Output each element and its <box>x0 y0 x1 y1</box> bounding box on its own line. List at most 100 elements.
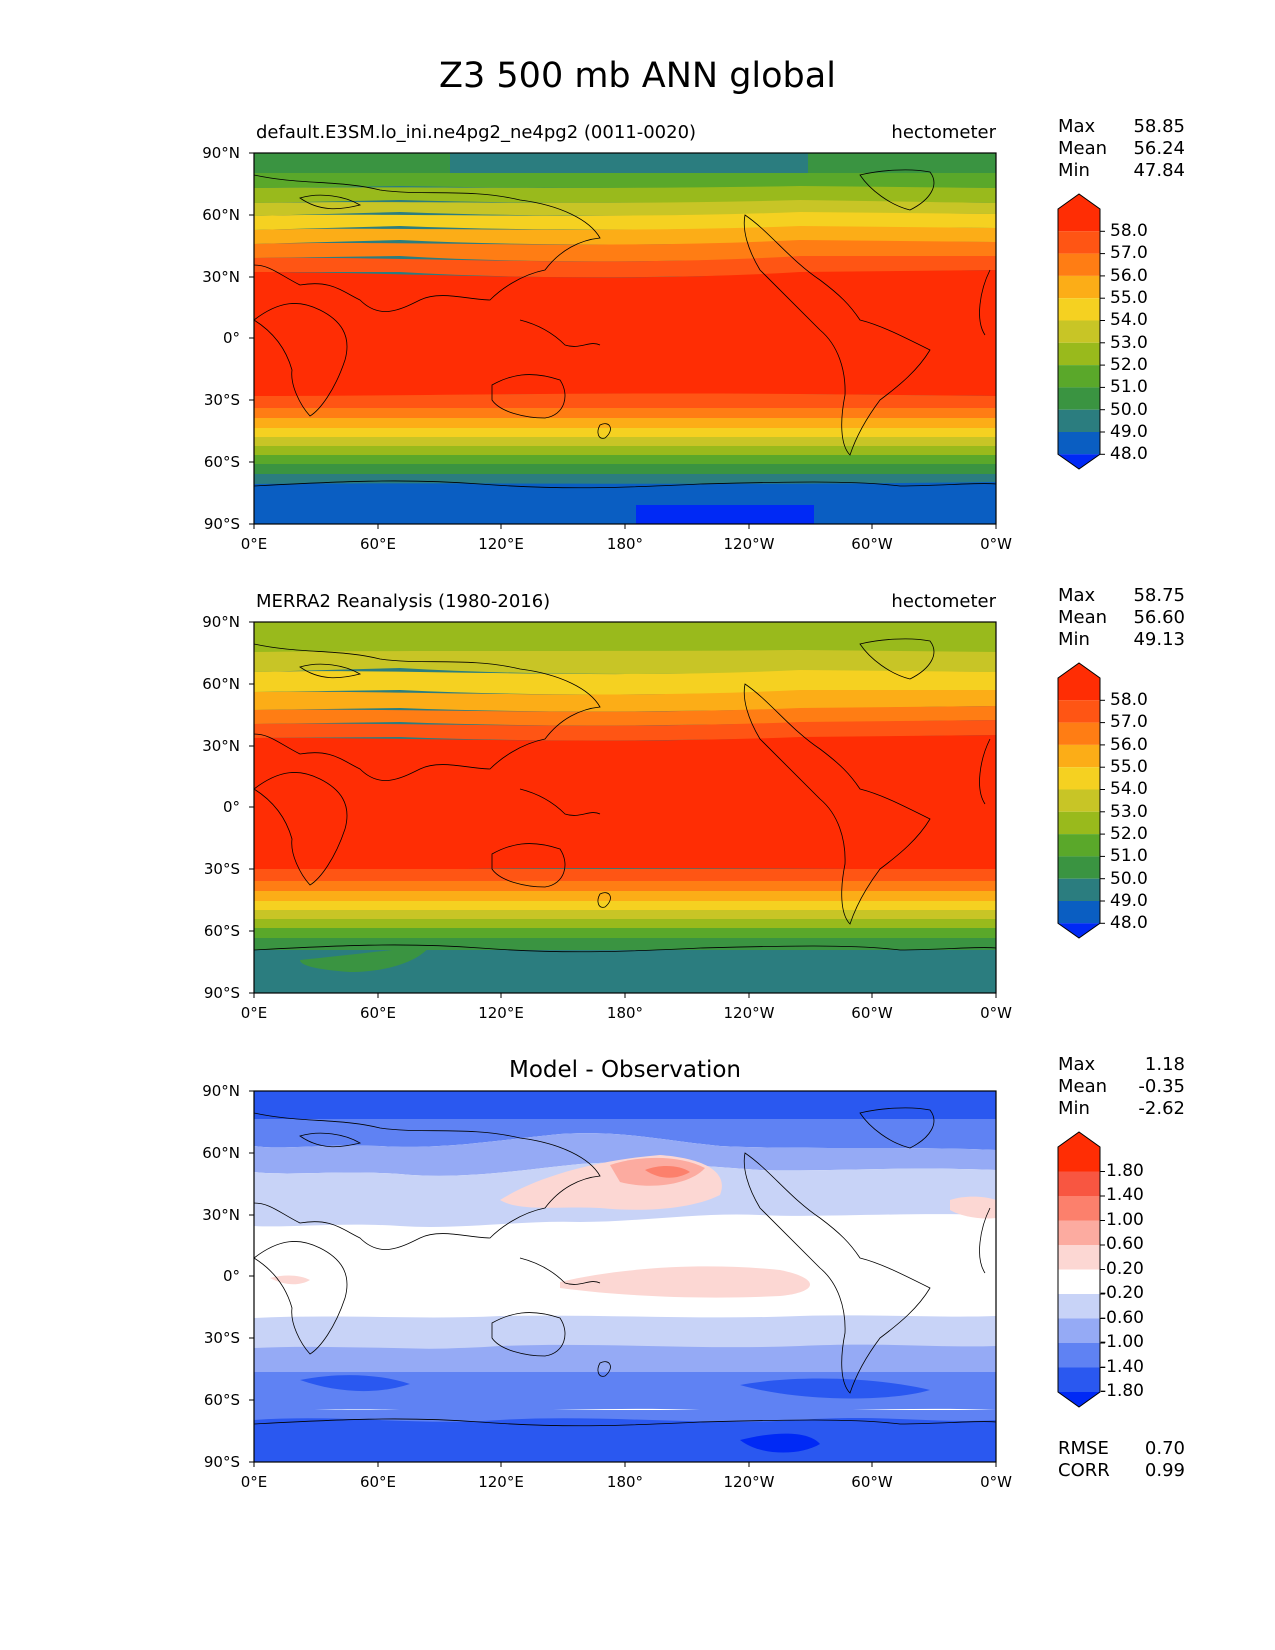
reference-stat-value: 49.13 <box>1133 629 1185 650</box>
difference-colorbar-label: 1.00 <box>1106 1210 1144 1230</box>
difference-lat-tick: 60°N <box>202 1144 240 1162</box>
difference-colorbar-label: -0.60 <box>1100 1308 1144 1328</box>
difference-stat-label: Max <box>1058 1054 1096 1075</box>
reference-lon-tick: 0°W <box>980 1004 1012 1022</box>
test-stat-value: 56.24 <box>1133 138 1185 159</box>
reference-colorbar-label: 50.0 <box>1110 869 1148 889</box>
difference-lat-tick: 30°N <box>202 1206 240 1224</box>
reference-colorbar-label: 55.0 <box>1110 757 1148 777</box>
difference-map <box>249 1090 997 1467</box>
difference-metric-value: 0.70 <box>1144 1438 1185 1459</box>
test-lon-tick: 120°W <box>723 535 775 553</box>
test-lon-tick: 180° <box>606 535 644 553</box>
difference-lon-tick: 180° <box>606 1473 644 1491</box>
difference-lon-tick: 0°W <box>980 1473 1012 1491</box>
reference-lat-tick: 0° <box>222 798 240 816</box>
difference-lon-tick: 120°W <box>723 1473 775 1491</box>
test-map-coastlines <box>254 169 996 489</box>
difference-lon-tick: 0°E <box>240 1473 268 1491</box>
reference-units: hectometer <box>891 591 996 612</box>
test-lon-tick: 0°E <box>240 535 268 553</box>
reference-lon-tick: 180° <box>606 1004 644 1022</box>
difference-stat-value: 1.18 <box>1144 1054 1185 1075</box>
reference-colorbar-label: 53.0 <box>1110 802 1148 822</box>
difference-colorbar-label: 0.60 <box>1106 1234 1144 1254</box>
test-lat-tick: 0° <box>222 329 240 347</box>
difference-metric-value: 0.99 <box>1144 1460 1185 1481</box>
difference-stat-value: -2.62 <box>1138 1098 1185 1119</box>
test-lat-tick: 60°N <box>202 206 240 224</box>
reference-lat-tick: 90°N <box>202 613 240 631</box>
figure-title: Z3 500 mb ANN global <box>439 56 836 96</box>
difference-map-fill <box>254 1091 996 1462</box>
reference-lat-tick: 30°S <box>203 860 240 878</box>
test-colorbar-label: 58.0 <box>1110 221 1148 241</box>
reference-lat-tick: 60°S <box>203 922 240 940</box>
difference-lat-tick: 60°S <box>203 1391 240 1409</box>
difference-map-coastlines <box>254 1107 996 1427</box>
difference-lon-tick: 120°E <box>478 1473 524 1491</box>
difference-colorbar-label: 1.40 <box>1106 1185 1144 1205</box>
test-map <box>249 152 997 529</box>
difference-lat-tick: 0° <box>222 1267 240 1285</box>
reference-colorbar-label: 52.0 <box>1110 824 1148 844</box>
reference-lon-tick: 120°E <box>478 1004 524 1022</box>
reference-colorbar-label: 49.0 <box>1110 891 1148 911</box>
difference-lat-tick: 30°S <box>203 1329 240 1347</box>
difference-colorbar <box>1057 1131 1105 1408</box>
difference-colorbar-label: -0.20 <box>1100 1283 1144 1303</box>
reference-title: MERRA2 Reanalysis (1980-2016) <box>256 591 551 612</box>
reference-stat-label: Min <box>1058 629 1090 650</box>
test-stat-label: Mean <box>1058 138 1108 159</box>
difference-stat-label: Mean <box>1058 1076 1108 1097</box>
reference-lat-tick: 90°S <box>203 984 240 1002</box>
reference-stat-label: Mean <box>1058 607 1108 628</box>
reference-colorbar-label: 58.0 <box>1110 690 1148 710</box>
test-stat-label: Min <box>1058 160 1090 181</box>
difference-metric-label: CORR <box>1058 1460 1110 1481</box>
reference-lat-tick: 60°N <box>202 675 240 693</box>
difference-lat-tick: 90°N <box>202 1082 240 1100</box>
test-colorbar-label: 55.0 <box>1110 288 1148 308</box>
test-lat-tick: 30°S <box>203 391 240 409</box>
reference-lon-tick: 60°W <box>851 1004 893 1022</box>
difference-colorbar-label: -1.00 <box>1100 1332 1144 1352</box>
difference-lon-tick: 60°E <box>359 1473 397 1491</box>
reference-colorbar-label: 48.0 <box>1110 913 1148 933</box>
reference-map-coastlines <box>254 638 996 953</box>
difference-map-ticks <box>249 1090 997 1467</box>
test-stat-value: 58.85 <box>1133 116 1185 137</box>
test-colorbar-label: 54.0 <box>1110 310 1148 330</box>
reference-stat-value: 58.75 <box>1133 585 1185 606</box>
reference-lon-tick: 60°E <box>359 1004 397 1022</box>
reference-colorbar-label: 51.0 <box>1110 846 1148 866</box>
test-colorbar-label: 49.0 <box>1110 422 1148 442</box>
test-colorbar-label: 50.0 <box>1110 400 1148 420</box>
reference-colorbar <box>1057 662 1105 939</box>
reference-lon-tick: 0°E <box>240 1004 268 1022</box>
test-colorbar-label: 56.0 <box>1110 266 1148 286</box>
test-map-fill <box>254 153 996 524</box>
test-lat-tick: 60°S <box>203 453 240 471</box>
test-stat-label: Max <box>1058 116 1096 137</box>
test-lat-tick: 30°N <box>202 268 240 286</box>
reference-lon-tick: 120°W <box>723 1004 775 1022</box>
test-stat-value: 47.84 <box>1133 160 1185 181</box>
difference-title: Model - Observation <box>508 1057 742 1083</box>
test-colorbar-label: 48.0 <box>1110 444 1148 464</box>
difference-stat-label: Min <box>1058 1098 1090 1119</box>
difference-colorbar-label: 1.80 <box>1106 1161 1144 1181</box>
test-colorbar-label: 57.0 <box>1110 243 1148 263</box>
difference-lon-tick: 60°W <box>851 1473 893 1491</box>
test-colorbar-label: 51.0 <box>1110 377 1148 397</box>
test-lon-tick: 60°E <box>359 535 397 553</box>
reference-lat-tick: 30°N <box>202 737 240 755</box>
test-lon-tick: 120°E <box>478 535 524 553</box>
test-lon-tick: 60°W <box>851 535 893 553</box>
reference-map <box>249 621 997 998</box>
test-title: default.E3SM.lo_ini.ne4pg2_ne4pg2 (0011-… <box>256 122 697 143</box>
reference-colorbar-label: 54.0 <box>1110 779 1148 799</box>
test-lon-tick: 0°W <box>980 535 1012 553</box>
difference-colorbar-label: 0.20 <box>1106 1259 1144 1279</box>
